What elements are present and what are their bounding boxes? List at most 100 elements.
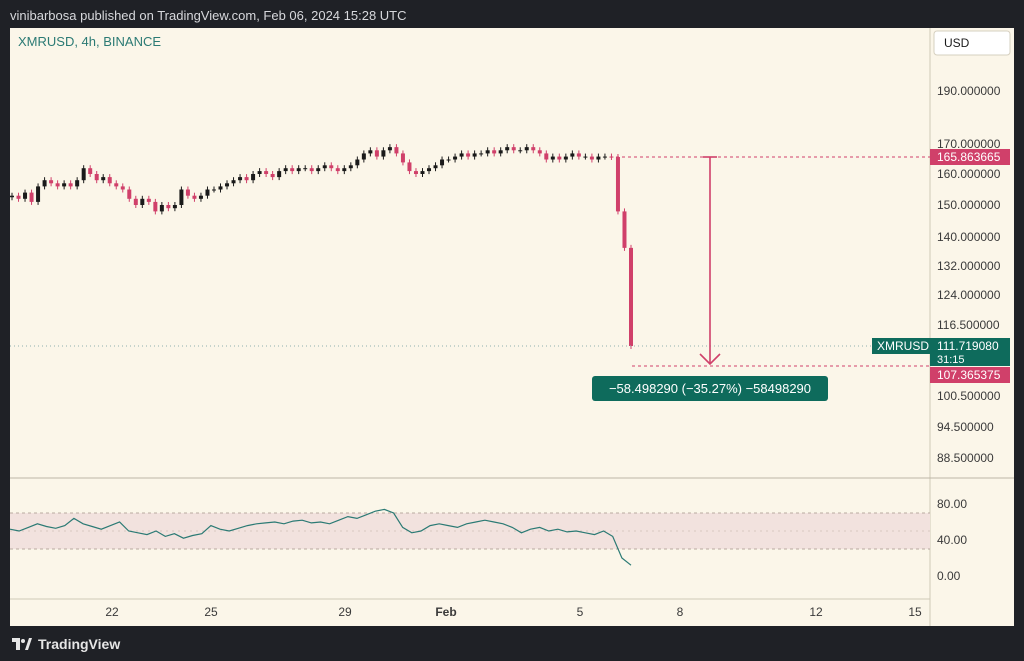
candle	[23, 192, 28, 199]
tradingview-logo-icon	[12, 638, 32, 650]
rsi-line	[9, 508, 632, 566]
candle	[172, 205, 177, 209]
price-tick-label: 132.000000	[937, 259, 1001, 273]
candle	[101, 177, 106, 181]
candle	[238, 177, 243, 181]
time-tick-label: 8	[677, 605, 684, 619]
candle	[75, 180, 80, 187]
current-price-badge	[930, 338, 1010, 366]
current-symbol-badge	[872, 338, 930, 354]
price-tick-label: 170.000000	[937, 137, 1001, 151]
candle	[211, 189, 216, 191]
candle	[88, 168, 93, 174]
symbol-label: XMRUSD, 4h, BINANCE	[18, 34, 161, 49]
rsi-band	[10, 513, 930, 549]
countdown-value: 31:15	[937, 354, 965, 366]
candle	[316, 168, 321, 172]
candle	[29, 192, 34, 202]
candle	[198, 195, 203, 199]
price-tick-label: 100.500000	[937, 389, 1001, 403]
candle	[459, 153, 464, 157]
candle	[185, 189, 190, 196]
candle	[466, 153, 471, 157]
candle	[407, 162, 412, 172]
candle	[303, 168, 308, 170]
candle	[511, 147, 516, 151]
candle	[257, 171, 262, 174]
candle	[348, 165, 353, 169]
candle	[531, 147, 536, 151]
candle	[342, 168, 347, 172]
candle	[505, 147, 510, 151]
candle	[244, 177, 249, 181]
currency-box[interactable]	[933, 30, 1011, 56]
candle	[485, 150, 490, 154]
candle	[62, 183, 67, 187]
candle	[589, 156, 594, 160]
candle	[492, 150, 497, 154]
candle	[42, 180, 47, 187]
end-level-value: 107.365375	[937, 368, 1001, 382]
candle	[251, 174, 256, 181]
candle	[400, 153, 405, 163]
candle	[296, 168, 301, 172]
time-tick-label: 22	[105, 605, 119, 619]
candle	[413, 171, 418, 174]
candle	[290, 168, 295, 172]
candle	[622, 211, 627, 248]
time-tick-label: Feb	[435, 605, 456, 619]
candle	[205, 189, 210, 196]
candle	[81, 168, 86, 181]
end-level-badge	[930, 367, 1010, 383]
start-level-badge	[930, 149, 1010, 165]
footer-brand-label: TradingView	[38, 636, 121, 652]
candle	[615, 157, 620, 212]
candle	[120, 186, 125, 190]
candle	[583, 156, 588, 158]
candle	[387, 147, 392, 151]
candle	[544, 153, 549, 160]
candle	[394, 147, 399, 154]
measure-label: −58.498290 (−35.27%) −58498290	[609, 381, 811, 396]
measure-label-box[interactable]	[592, 376, 828, 401]
price-scale-background	[930, 28, 1014, 626]
candle	[374, 150, 379, 157]
candle	[146, 198, 151, 202]
measure-arrow-head	[699, 353, 721, 366]
price-tick-label: 160.000000	[937, 167, 1001, 181]
time-tick-label: 25	[204, 605, 218, 619]
time-tick-label: 15	[908, 605, 922, 619]
candle	[36, 186, 41, 202]
price-tick-label: 124.000000	[937, 288, 1001, 302]
candle	[107, 177, 112, 184]
candle	[446, 159, 451, 161]
candle	[231, 180, 236, 184]
candle	[192, 195, 197, 199]
candle	[440, 159, 445, 166]
candle	[329, 165, 334, 169]
candle	[629, 247, 633, 346]
candle	[264, 171, 269, 174]
time-axis: 22 25 29 Feb 5 8 12 15	[105, 605, 922, 619]
candle	[159, 205, 164, 212]
current-symbol: XMRUSD	[877, 339, 929, 353]
candle	[524, 147, 529, 151]
rsi-tick-label: 80.00	[937, 497, 967, 511]
candle	[381, 150, 386, 157]
rsi-tick-label: 0.00	[937, 569, 961, 583]
candle	[368, 150, 373, 154]
time-tick-label: 5	[577, 605, 584, 619]
candle	[140, 198, 145, 205]
candle	[114, 183, 119, 187]
candle	[335, 168, 340, 172]
footer-brand[interactable]: TradingView	[12, 636, 120, 652]
candle	[166, 205, 171, 209]
price-tick-label: 116.500000	[937, 318, 1000, 332]
candle	[283, 168, 288, 172]
candle	[94, 174, 99, 181]
candle	[55, 183, 60, 187]
candle	[355, 159, 360, 166]
currency-label: USD	[944, 36, 970, 50]
candle	[472, 153, 477, 157]
